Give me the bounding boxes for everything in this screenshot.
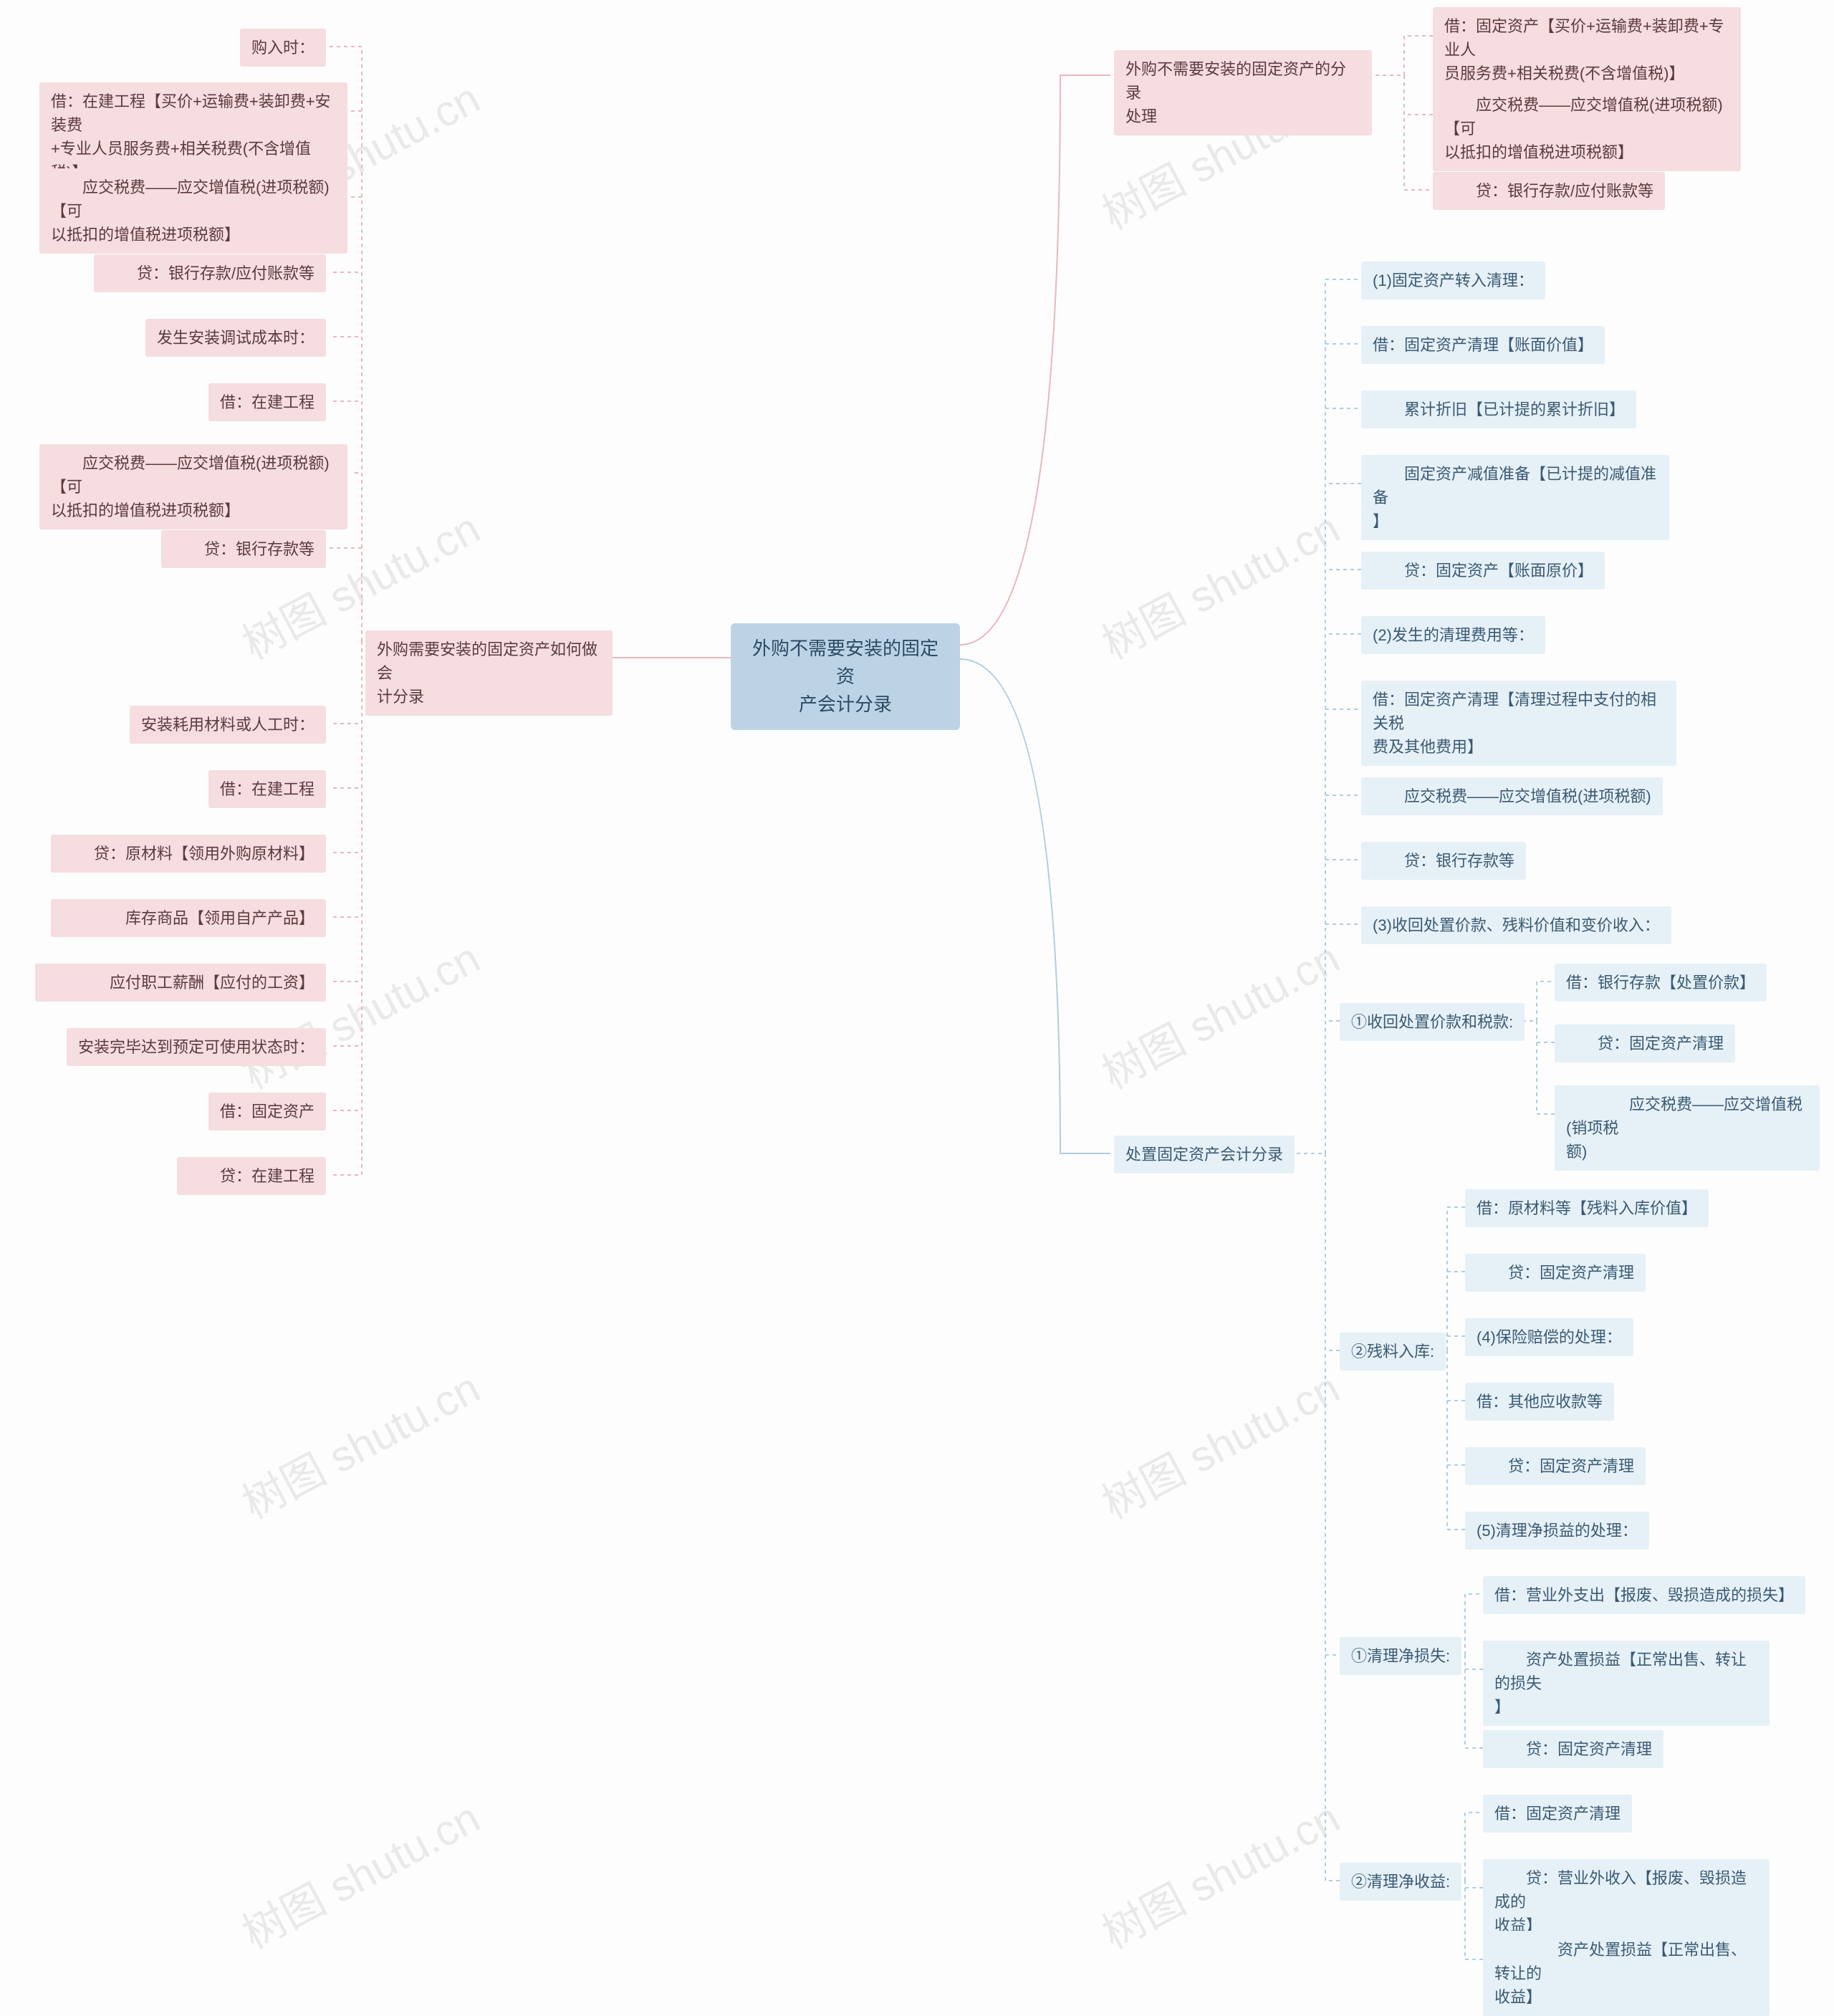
rb-item: 贷：银行存款等 <box>1361 842 1526 880</box>
right-top-branch: 外购不需要安装的固定资产的分录处理 <box>1114 50 1372 135</box>
root-line1: 外购不需要安装的固定资 <box>752 638 938 687</box>
rb-item: (3)收回处置价款、残料价值和变价收入： <box>1361 906 1671 944</box>
left-item: 借：在建工程 <box>208 770 326 808</box>
rb-item: 累计折旧【已计提的累计折旧】 <box>1361 390 1636 428</box>
left-item: 发生安装调试成本时： <box>145 319 326 357</box>
rb-sub3-item: 资产处置损益【正常出售、转让的损失】 <box>1483 1641 1770 1726</box>
left-item: 借：固定资产 <box>208 1093 326 1131</box>
rb-sub2-item: 借：其他应收款等 <box>1465 1383 1614 1421</box>
rb-sub1-item: 借：银行存款【处置价款】 <box>1555 964 1767 1002</box>
right-top-item: 贷：银行存款/应付账款等 <box>1433 172 1665 210</box>
root-line2: 产会计分录 <box>799 693 892 715</box>
left-item: 贷：原材料【领用外购原材料】 <box>51 835 326 873</box>
left-item: 借：在建工程 <box>208 383 326 421</box>
rb-sub3-item: 借：营业外支出【报废、毁损造成的损失】 <box>1483 1576 1805 1614</box>
watermark: 树图 shutu.cn <box>1090 1784 1349 1961</box>
rb-sub4-item: 借：固定资产清理 <box>1483 1795 1632 1833</box>
left-item: 应交税费——应交增值税(进项税额)【可以抵扣的增值税进项税额】 <box>39 168 347 254</box>
rb-item: 借：固定资产清理【清理过程中支付的相关税费及其他费用】 <box>1361 681 1676 766</box>
left-item: 应交税费——应交增值税(进项税额)【可以抵扣的增值税进项税额】 <box>39 444 347 529</box>
rb-sub3-item: 贷：固定资产清理 <box>1483 1730 1663 1768</box>
rb-item: 借：固定资产清理【账面价值】 <box>1361 326 1605 364</box>
left-item: 安装耗用材料或人工时： <box>130 706 326 744</box>
watermark: 树图 shutu.cn <box>1090 1354 1349 1531</box>
rb-sub1-item: 贷：固定资产清理 <box>1555 1024 1735 1062</box>
right-bottom-branch: 处置固定资产会计分录 <box>1114 1136 1295 1173</box>
left-item: 库存商品【领用自产产品】 <box>51 899 326 937</box>
watermark: 树图 shutu.cn <box>1090 924 1349 1101</box>
left-item: 贷：银行存款等 <box>161 530 326 568</box>
left-item: 购入时： <box>240 29 326 67</box>
rb-item: 应交税费——应交增值税(进项税额) <box>1361 777 1663 815</box>
left-item: 贷：在建工程 <box>177 1157 326 1195</box>
rb-sub2-item: (5)清理净损益的处理： <box>1465 1512 1649 1550</box>
rb-sub2-item: 贷：固定资产清理 <box>1465 1447 1646 1485</box>
rb-item: 贷：固定资产【账面原价】 <box>1361 552 1605 590</box>
watermark: 树图 shutu.cn <box>230 924 489 1101</box>
right-top-item: 借：固定资产【买价+运输费+装卸费+专业人员服务费+相关税费(不含增值税)】 <box>1433 7 1741 92</box>
rb-item: (1)固定资产转入清理： <box>1361 261 1545 299</box>
rb-sub3-label: ①清理净损失: <box>1340 1637 1461 1675</box>
root-node: 外购不需要安装的固定资 产会计分录 <box>731 623 960 730</box>
right-top-item: 应交税费——应交增值税(进项税额)【可以抵扣的增值税进项税额】 <box>1433 86 1741 171</box>
rb-sub1-label: ①收回处置价款和税款: <box>1340 1003 1525 1041</box>
watermark: 树图 shutu.cn <box>1090 494 1349 671</box>
rb-sub4-item: 资产处置损益【正常出售、转让的收益】 <box>1483 1931 1770 2016</box>
rb-item: (2)发生的清理费用等： <box>1361 616 1545 654</box>
left-item: 贷：银行存款/应付账款等 <box>94 254 326 292</box>
rb-sub2-item: 借：原材料等【残料入库价值】 <box>1465 1189 1709 1227</box>
rb-sub2-item: (4)保险赔偿的处理： <box>1465 1318 1633 1356</box>
rb-sub4-label: ②清理净收益: <box>1340 1863 1461 1901</box>
watermark: 树图 shutu.cn <box>230 1354 489 1531</box>
rb-item: 固定资产减值准备【已计提的减值准备】 <box>1361 455 1669 540</box>
left-branch: 外购需要安装的固定资产如何做会计分录 <box>365 630 613 716</box>
rb-sub1-item: 应交税费——应交增值税(销项税额) <box>1555 1085 1820 1171</box>
rb-sub2-label: ②残料入库: <box>1340 1333 1446 1371</box>
left-item: 安装完毕达到预定可使用状态时： <box>67 1028 326 1066</box>
watermark: 树图 shutu.cn <box>230 1784 489 1961</box>
left-item: 应付职工薪酬【应付的工资】 <box>35 964 326 1002</box>
rb-sub2-item: 贷：固定资产清理 <box>1465 1254 1646 1292</box>
